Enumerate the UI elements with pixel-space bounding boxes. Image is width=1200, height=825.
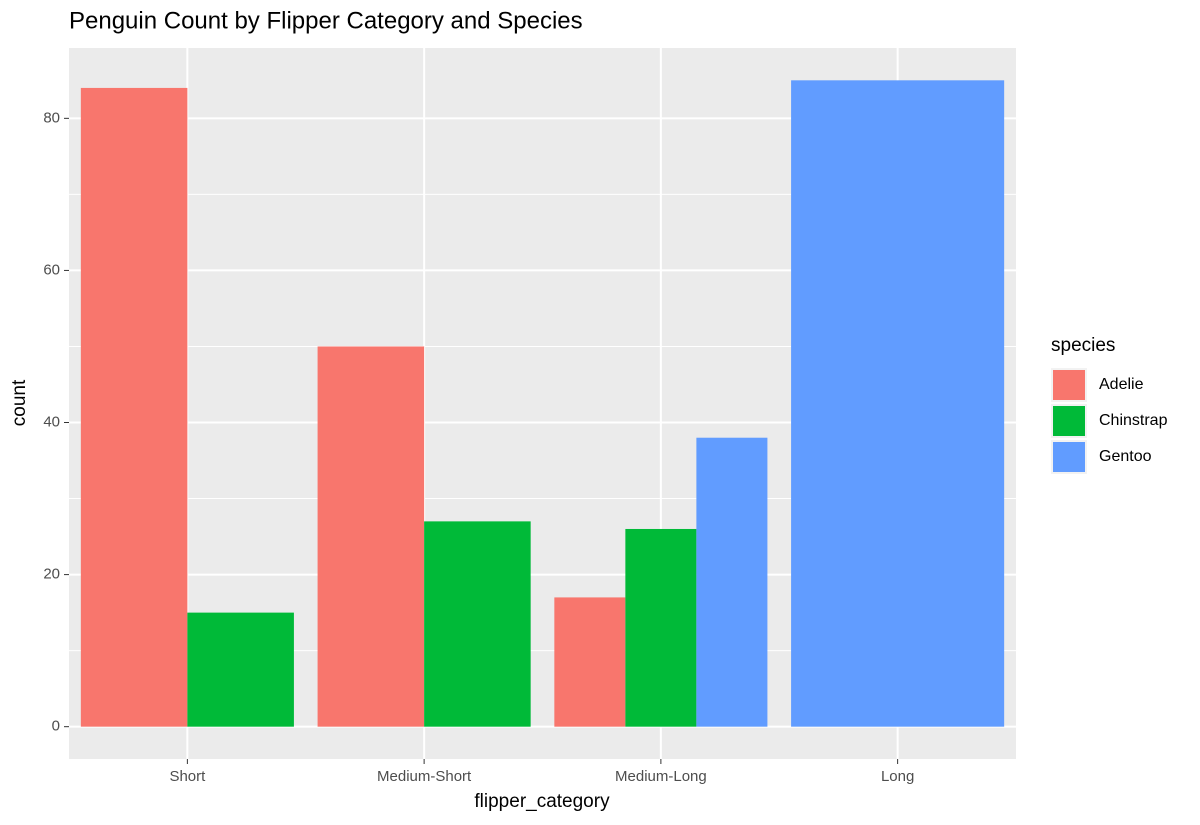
x-axis-label: flipper_category [474,791,610,812]
legend-label: Chinstrap [1099,412,1168,429]
legend-swatch [1053,370,1085,400]
y-tick-label: 20 [43,566,60,583]
bar [696,437,768,727]
x-tick-label: Long [881,768,914,785]
x-tick-label: Short [169,768,206,785]
bar [625,528,697,727]
legend-title: species [1051,335,1115,356]
bar [424,521,531,727]
bar [554,597,626,727]
bar [80,87,188,727]
y-tick-label: 80 [43,109,60,126]
legend-label: Adelie [1099,376,1144,393]
x-tick-label: Medium-Short [377,768,472,785]
bar [791,80,1005,727]
legend-swatch [1053,442,1085,472]
x-tick-label: Medium-Long [615,768,707,785]
bar [317,346,425,727]
y-tick-label: 60 [43,261,60,278]
legend-swatch [1053,406,1085,436]
bar [187,612,294,727]
y-tick-label: 40 [43,413,60,430]
y-tick-label: 0 [52,718,60,735]
chart-title: Penguin Count by Flipper Category and Sp… [69,7,583,34]
y-axis-label: count [9,379,30,426]
legend-label: Gentoo [1099,448,1152,465]
